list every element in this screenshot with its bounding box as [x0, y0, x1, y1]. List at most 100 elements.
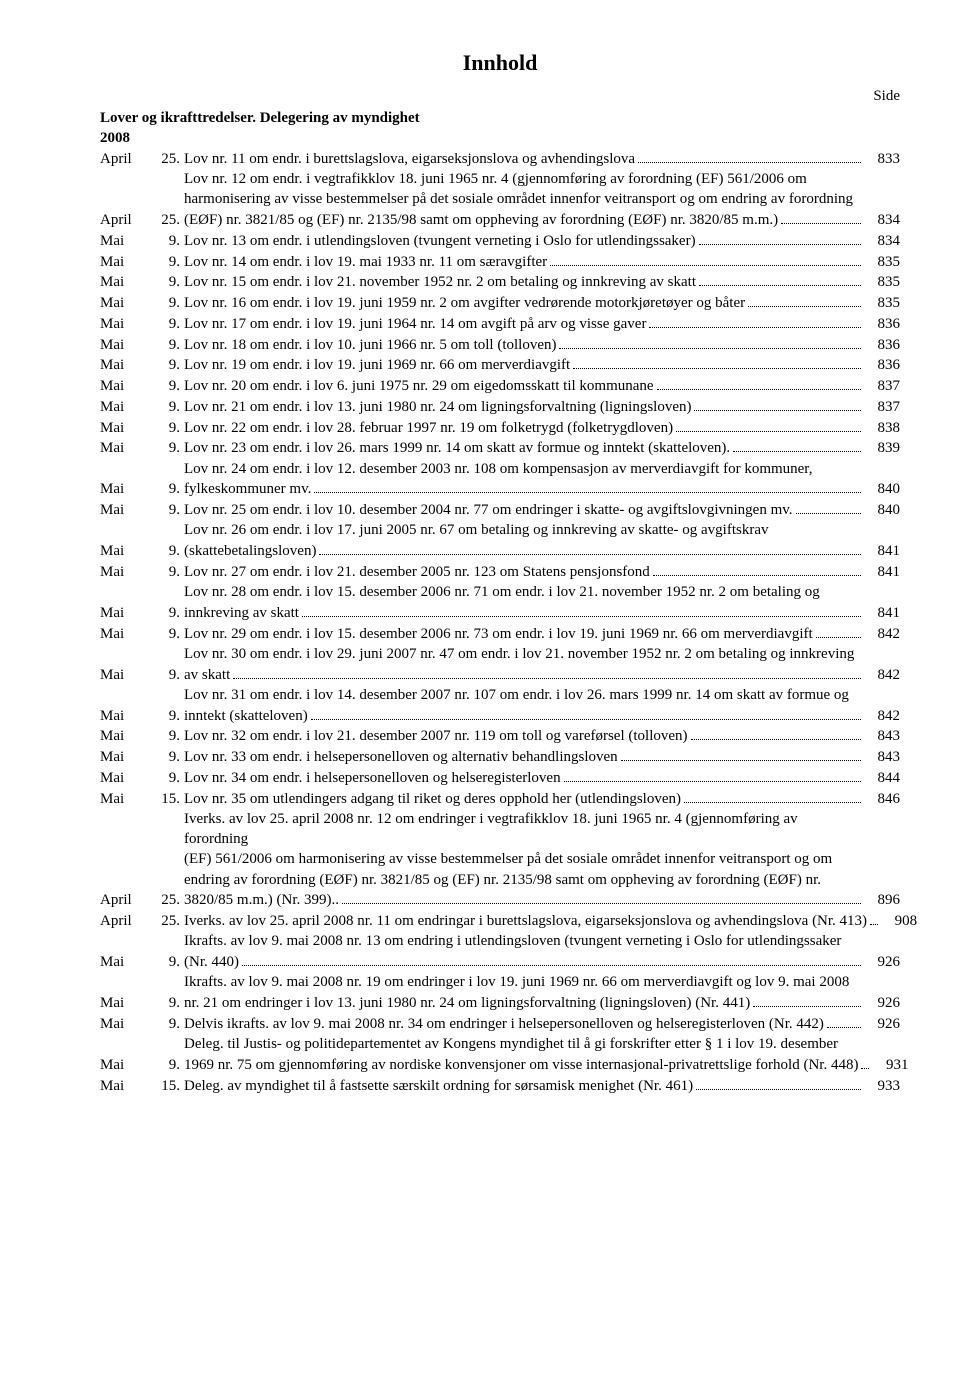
entry-month: Mai: [100, 252, 152, 272]
entry-description: Lov nr. 33 om endr. i helsepersonelloven…: [184, 747, 864, 768]
toc-entry: Mai9.Lov nr. 13 om endr. i utlendingslov…: [100, 230, 900, 251]
entry-page: 842: [864, 706, 900, 726]
entry-month: Mai: [100, 603, 152, 623]
entry-day: 9.: [152, 768, 184, 788]
entry-day: 25.: [152, 911, 184, 931]
entry-day: 25.: [152, 890, 184, 910]
entry-month: Mai: [100, 541, 152, 561]
entry-page: 896: [864, 890, 900, 910]
side-label: Side: [100, 86, 900, 106]
entry-day: 15.: [152, 789, 184, 809]
entry-month: Mai: [100, 355, 152, 375]
entry-page: 836: [864, 355, 900, 375]
entry-description: Lov nr. 19 om endr. i lov 19. juni 1969 …: [184, 355, 864, 376]
entry-page: 834: [864, 231, 900, 251]
entry-description: Lov nr. 35 om utlendingers adgang til ri…: [184, 788, 864, 809]
entry-day: 9.: [152, 252, 184, 272]
entry-page: 843: [864, 747, 900, 767]
entry-page: 836: [864, 335, 900, 355]
toc-entry: Mai9.Deleg. til Justis- og politideparte…: [100, 1034, 900, 1075]
entry-description: Lov nr. 12 om endr. i vegtrafikklov 18. …: [184, 169, 864, 230]
leader-dots: [314, 479, 861, 494]
leader-dots: [621, 747, 861, 762]
toc-entry: April25.Lov nr. 12 om endr. i vegtrafikk…: [100, 169, 900, 230]
entry-page: 834: [864, 210, 900, 230]
entry-month: Mai: [100, 952, 152, 972]
entry-month: Mai: [100, 726, 152, 746]
toc-entry: Mai9.Lov nr. 28 om endr. i lov 15. desem…: [100, 582, 900, 623]
leader-dots: [699, 230, 861, 245]
leader-dots: [233, 664, 861, 679]
entry-description: Iverks. av lov 25. april 2008 nr. 12 om …: [184, 809, 864, 911]
leader-dots: [676, 417, 861, 432]
entry-month: Mai: [100, 438, 152, 458]
leader-dots: [748, 293, 861, 308]
entry-description: Deleg. av myndighet til å fastsette særs…: [184, 1075, 864, 1096]
entry-month: Mai: [100, 665, 152, 685]
entry-day: 9.: [152, 335, 184, 355]
entry-page: 841: [864, 541, 900, 561]
entry-description: Lov nr. 30 om endr. i lov 29. juni 2007 …: [184, 644, 864, 685]
entry-page: 844: [864, 768, 900, 788]
leader-dots: [550, 251, 861, 266]
entry-page: 833: [864, 149, 900, 169]
leader-dots: [649, 313, 861, 328]
leader-dots: [796, 500, 861, 515]
entry-description: Lov nr. 27 om endr. i lov 21. desember 2…: [184, 561, 864, 582]
entry-description: Ikrafts. av lov 9. mai 2008 nr. 13 om en…: [184, 931, 864, 972]
entry-day: 9.: [152, 293, 184, 313]
entry-page: 846: [864, 789, 900, 809]
entry-description: Lov nr. 22 om endr. i lov 28. februar 19…: [184, 417, 864, 438]
entry-page: 926: [864, 993, 900, 1013]
entry-day: 9.: [152, 726, 184, 746]
leader-dots: [870, 911, 878, 926]
toc-entry: Mai9.Lov nr. 23 om endr. i lov 26. mars …: [100, 438, 900, 459]
entry-day: 9.: [152, 624, 184, 644]
entry-description: Lov nr. 32 om endr. i lov 21. desember 2…: [184, 726, 864, 747]
entry-description: Lov nr. 21 om endr. i lov 13. juni 1980 …: [184, 396, 864, 417]
toc-entry: Mai15.Deleg. av myndighet til å fastsett…: [100, 1075, 900, 1096]
entry-month: Mai: [100, 768, 152, 788]
entry-day: 9.: [152, 665, 184, 685]
entry-day: 9.: [152, 541, 184, 561]
entry-page: 841: [864, 562, 900, 582]
entry-day: 9.: [152, 1055, 184, 1075]
entry-description: Lov nr. 26 om endr. i lov 17. juni 2005 …: [184, 520, 864, 561]
entry-month: Mai: [100, 624, 152, 644]
entry-month: Mai: [100, 500, 152, 520]
leader-dots: [638, 148, 861, 163]
entry-page: 840: [864, 500, 900, 520]
entry-day: 9.: [152, 355, 184, 375]
leader-dots: [311, 705, 861, 720]
toc-entry: Mai9.Lov nr. 20 om endr. i lov 6. juni 1…: [100, 376, 900, 397]
entry-page: 908: [881, 911, 917, 931]
leader-dots: [684, 788, 861, 803]
leader-dots: [691, 726, 861, 741]
entry-month: Mai: [100, 272, 152, 292]
toc-entry: Mai9.Lov nr. 32 om endr. i lov 21. desem…: [100, 726, 900, 747]
toc-entry: Mai9.Delvis ikrafts. av lov 9. mai 2008 …: [100, 1013, 900, 1034]
entry-description: Lov nr. 23 om endr. i lov 26. mars 1999 …: [184, 438, 864, 459]
entry-day: 9.: [152, 603, 184, 623]
entry-page: 835: [864, 272, 900, 292]
entry-page: 931: [872, 1055, 908, 1075]
entry-page: 837: [864, 397, 900, 417]
entry-description: Lov nr. 28 om endr. i lov 15. desember 2…: [184, 582, 864, 623]
leader-dots: [861, 1054, 869, 1069]
entry-page: 835: [864, 252, 900, 272]
entry-day: 9.: [152, 231, 184, 251]
entry-page: 841: [864, 603, 900, 623]
entry-day: 9.: [152, 993, 184, 1013]
section-title: Lover og ikrafttredelser. Delegering av …: [100, 108, 900, 128]
entry-page: 842: [864, 665, 900, 685]
entry-page: 926: [864, 952, 900, 972]
leader-dots: [781, 210, 861, 225]
entry-description: Lov nr. 15 om endr. i lov 21. november 1…: [184, 272, 864, 293]
toc-entries: April25.Lov nr. 11 om endr. i burettslag…: [100, 148, 900, 1096]
entry-day: 15.: [152, 1076, 184, 1096]
toc-entry: Mai9.Lov nr. 21 om endr. i lov 13. juni …: [100, 396, 900, 417]
entry-description: Lov nr. 14 om endr. i lov 19. mai 1933 n…: [184, 251, 864, 272]
entry-month: Mai: [100, 293, 152, 313]
entry-description: Deleg. til Justis- og politidepartemente…: [184, 1034, 872, 1075]
leader-dots: [559, 334, 861, 349]
